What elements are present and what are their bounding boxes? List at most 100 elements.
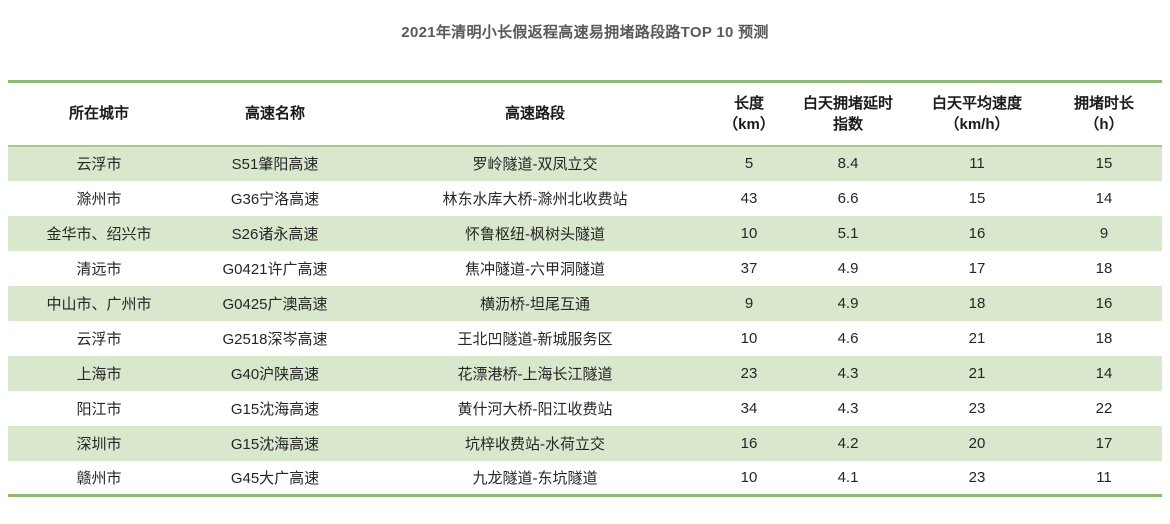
col-header-line1: 高速名称	[244, 105, 305, 123]
cell-highway: G40沪陕高速	[230, 365, 320, 383]
table-row: 滁州市 G36宁洛高速 林东水库大桥-滁州北收费站 43 6.6 15 14	[8, 181, 1162, 216]
cell-length_km: 10	[740, 224, 758, 242]
cell-delay_index: 5.1	[837, 224, 859, 242]
cell-section: 坑梓收费站-水荷立交	[465, 435, 605, 453]
cell-avg_speed: 21	[968, 329, 986, 347]
cell-avg_speed: 18	[968, 294, 986, 312]
cell-length_km: 43	[740, 189, 758, 207]
congestion-table-wrap: 所在城市 高速名称 高速路段 长度 （km） 白天拥堵延时 指数 白天平均速度 （km/h） 拥堵…	[8, 80, 1162, 497]
cell-city: 赣州市	[76, 469, 122, 487]
cell-section: 黄什河大桥-阳江收费站	[457, 400, 613, 418]
cell-duration_h: 22	[1095, 399, 1113, 417]
col-header-line2: （km）	[723, 115, 775, 133]
cell-avg_speed: 23	[968, 399, 986, 417]
cell-section: 王北凹隧道-新城服务区	[457, 330, 613, 348]
cell-avg_speed: 17	[968, 259, 986, 277]
cell-city: 中山市、广州市	[46, 295, 152, 313]
table-title: 2021年清明小长假返程高速易拥堵路段路TOP 10 预测	[401, 24, 769, 41]
cell-duration_h: 9	[1099, 224, 1109, 242]
table-row: 云浮市 S51肇阳高速 罗岭隧道-双凤立交 5 8.4 11 15	[8, 145, 1162, 181]
cell-avg_speed: 15	[968, 189, 986, 207]
table-row: 上海市 G40沪陕高速 花漂港桥-上海长江隧道 23 4.3 21 14	[8, 355, 1162, 391]
col-header-line1: 长度	[733, 94, 764, 112]
cell-section: 罗岭隧道-双凤立交	[472, 156, 598, 173]
col-header-delay_index: 白天拥堵延时 指数	[788, 82, 908, 146]
cell-duration_h: 11	[1096, 468, 1112, 486]
col-header-line1: 拥堵时长	[1073, 94, 1134, 112]
cell-city: 深圳市	[76, 435, 122, 453]
table-row: 云浮市 G2518深岑高速 王北凹隧道-新城服务区 10 4.6 21 18	[8, 321, 1162, 356]
cell-section: 怀鲁枢纽-枫树头隧道	[465, 225, 605, 243]
cell-delay_index: 6.6	[837, 189, 859, 207]
cell-highway: S51肇阳高速	[231, 156, 319, 173]
cell-avg_speed: 20	[968, 434, 986, 452]
cell-avg_speed: 23	[968, 468, 986, 486]
header-row: 所在城市 高速名称 高速路段 长度 （km） 白天拥堵延时 指数 白天平均速度 （km/h） 拥堵…	[8, 82, 1162, 146]
cell-length_km: 23	[740, 364, 758, 382]
cell-delay_index: 4.9	[837, 294, 859, 312]
cell-length_km: 10	[740, 329, 758, 347]
col-header-highway: 高速名称	[190, 82, 360, 146]
cell-section: 焦冲隧道-六甲洞隧道	[465, 260, 605, 278]
cell-section: 九龙隧道-东坑隧道	[472, 469, 598, 487]
cell-duration_h: 17	[1095, 434, 1113, 452]
col-header-line1: 白天拥堵延时	[802, 94, 893, 112]
cell-avg_speed: 21	[968, 364, 986, 382]
col-header-length_km: 长度 （km）	[710, 82, 788, 146]
cell-highway: G36宁洛高速	[230, 190, 320, 208]
cell-delay_index: 4.1	[837, 468, 859, 486]
col-header-line2: （km/h）	[944, 115, 1010, 133]
col-header-duration_h: 拥堵时长 （h）	[1046, 82, 1162, 146]
cell-delay_index: 4.3	[837, 399, 859, 417]
cell-length_km: 37	[740, 259, 758, 277]
col-header-line1: 白天平均速度	[931, 94, 1022, 112]
cell-city: 云浮市	[76, 156, 122, 173]
cell-delay_index: 4.2	[837, 434, 859, 452]
cell-avg_speed: 11	[969, 155, 985, 172]
cell-section: 横沥桥-坦尾互通	[480, 295, 590, 313]
col-header-city: 所在城市	[8, 82, 190, 146]
cell-length_km: 10	[740, 468, 758, 486]
cell-duration_h: 18	[1095, 259, 1113, 277]
cell-delay_index: 8.4	[837, 155, 859, 172]
table-body: 云浮市 S51肇阳高速 罗岭隧道-双凤立交 5 8.4 11 15 滁州市 G36宁洛高速 林东水…	[8, 145, 1162, 496]
cell-duration_h: 18	[1095, 329, 1113, 347]
table-row: 中山市、广州市 G0425广澳高速 横沥桥-坦尾互通 9 4.9 18 16	[8, 285, 1162, 321]
col-header-line1: 高速路段	[504, 105, 565, 123]
table-row: 金华市、绍兴市 S26诸永高速 怀鲁枢纽-枫树头隧道 10 5.1 16 9	[8, 215, 1162, 251]
cell-length_km: 5	[744, 155, 754, 172]
cell-duration_h: 14	[1095, 364, 1113, 382]
cell-highway: S26诸永高速	[231, 225, 319, 243]
table-row: 深圳市 G15沈海高速 坑梓收费站-水荷立交 16 4.2 20 17	[8, 425, 1162, 461]
cell-avg_speed: 16	[968, 224, 986, 242]
cell-highway: G15沈海高速	[230, 400, 320, 418]
congestion-table: 所在城市 高速名称 高速路段 长度 （km） 白天拥堵延时 指数 白天平均速度 （km/h） 拥堵…	[8, 80, 1162, 497]
cell-delay_index: 4.6	[837, 329, 859, 347]
table-row: 阳江市 G15沈海高速 黄什河大桥-阳江收费站 34 4.3 23 22	[8, 391, 1162, 426]
cell-city: 滁州市	[76, 190, 122, 208]
col-header-line1: 所在城市	[68, 105, 129, 123]
cell-highway: G15沈海高速	[230, 435, 320, 453]
cell-section: 林东水库大桥-滁州北收费站	[442, 190, 628, 208]
cell-length_km: 9	[744, 294, 754, 312]
col-header-avg_speed: 白天平均速度 （km/h）	[908, 82, 1046, 146]
table-row: 赣州市 G45大广高速 九龙隧道-东坑隧道 10 4.1 23 11	[8, 461, 1162, 496]
cell-duration_h: 14	[1095, 189, 1113, 207]
cell-city: 上海市	[76, 365, 122, 383]
cell-city: 清远市	[76, 260, 122, 278]
cell-city: 阳江市	[76, 400, 122, 418]
cell-duration_h: 16	[1095, 294, 1113, 312]
table-row: 清远市 G0421许广高速 焦冲隧道-六甲洞隧道 37 4.9 17 18	[8, 251, 1162, 286]
cell-highway: G2518深岑高速	[222, 330, 328, 348]
cell-length_km: 34	[740, 399, 758, 417]
cell-highway: G0425广澳高速	[222, 295, 328, 313]
col-header-line2: 指数	[832, 115, 863, 133]
col-header-section: 高速路段	[360, 82, 710, 146]
cell-length_km: 16	[740, 434, 758, 452]
cell-section: 花漂港桥-上海长江隧道	[457, 365, 613, 383]
cell-duration_h: 15	[1095, 155, 1113, 172]
table-header: 所在城市 高速名称 高速路段 长度 （km） 白天拥堵延时 指数 白天平均速度 （km/h） 拥堵…	[8, 82, 1162, 146]
cell-highway: G45大广高速	[230, 469, 320, 487]
cell-city: 云浮市	[76, 330, 122, 348]
